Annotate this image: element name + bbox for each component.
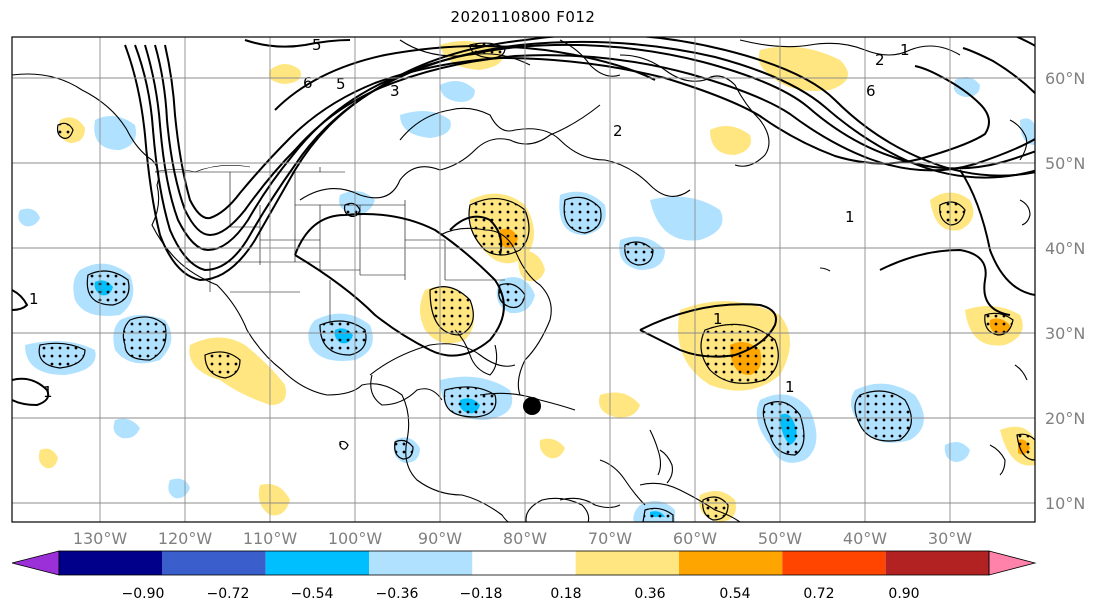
colorbar-tick-label: 0.72 <box>803 586 834 602</box>
negative-anomaly-patch <box>440 81 475 102</box>
storm-position-marker <box>523 397 541 415</box>
lon-label: 80°W <box>503 529 547 548</box>
colorbar-segment <box>885 551 989 575</box>
lat-label: 60°N <box>1045 69 1085 88</box>
colorbar-extend-min <box>11 550 60 576</box>
colorbar-tick-label: −0.36 <box>376 586 419 602</box>
contours <box>12 37 1035 407</box>
negative-anomaly-patch <box>944 441 970 462</box>
positive-anomaly-patch <box>539 438 565 459</box>
colorbar-segment <box>162 551 266 575</box>
contour-label: 1 <box>900 41 910 59</box>
colorbar <box>11 550 1037 576</box>
lon-label: 130°W <box>73 529 128 548</box>
colorbar-segment <box>369 551 473 575</box>
plot-title: 2020110800 F012 <box>450 8 596 26</box>
colorbar-tick-labels: −0.90 −0.72 −0.54 −0.36 −0.18 0.18 0.36 … <box>122 586 920 602</box>
lat-label: 20°N <box>1045 409 1085 428</box>
contour-labels: 5 6 5 3 2 1 1 1 2 6 1 1 1 <box>29 36 910 401</box>
contour-label: 6 <box>866 82 876 100</box>
positive-anomaly-patch <box>38 448 58 469</box>
positive-anomaly-patch <box>269 64 301 84</box>
contour-label: 2 <box>613 122 623 140</box>
positive-anomaly-patch <box>599 392 640 418</box>
lat-label: 50°N <box>1045 154 1085 173</box>
lat-label: 40°N <box>1045 239 1085 258</box>
colorbar-segment <box>679 551 783 575</box>
contour-label: 1 <box>43 383 53 401</box>
longitude-labels: 130°W 120°W 110°W 100°W 90°W 80°W 70°W 6… <box>73 529 972 548</box>
lon-label: 30°W <box>928 529 972 548</box>
colorbar-tick-label: 0.18 <box>550 586 581 602</box>
latitude-labels: 60°N 50°N 40°N 30°N 20°N 10°N <box>1045 69 1085 513</box>
contour-label: 5 <box>312 36 322 54</box>
lon-label: 50°W <box>758 529 802 548</box>
contour-label: 6 <box>303 74 313 92</box>
contour-label: 5 <box>336 75 346 93</box>
positive-anomaly-patch <box>710 126 751 155</box>
lon-label: 120°W <box>158 529 213 548</box>
negative-anomaly-patch <box>650 196 723 241</box>
plot-area <box>12 37 1035 522</box>
colorbar-segment <box>575 551 679 575</box>
negative-anomaly-patch <box>18 208 40 227</box>
colorbar-tick-label: −0.90 <box>122 586 165 602</box>
plot-frame <box>11 36 1036 523</box>
lat-label: 10°N <box>1045 494 1085 513</box>
negative-anomaly-patch <box>953 76 980 97</box>
colorbar-extend-max <box>988 550 1037 576</box>
negative-anomaly-patch <box>113 418 140 439</box>
colorbar-segment <box>265 551 369 575</box>
colorbar-tick-label: 0.90 <box>888 586 919 602</box>
colorbar-segment <box>59 551 163 575</box>
lon-label: 90°W <box>418 529 462 548</box>
contour-label: 1 <box>29 290 39 308</box>
colorbar-tick-label: −0.54 <box>291 586 334 602</box>
contour-label: 1 <box>785 378 795 396</box>
negative-anomaly-patch <box>94 116 136 150</box>
lon-label: 60°W <box>673 529 717 548</box>
state-borders <box>154 165 505 325</box>
negative-anomaly-patch <box>1020 118 1035 145</box>
lon-label: 40°W <box>843 529 887 548</box>
colorbar-tick-label: −0.72 <box>207 586 250 602</box>
positive-anomaly-patch <box>258 484 290 516</box>
lon-label: 100°W <box>328 529 383 548</box>
contour-label: 3 <box>390 82 400 100</box>
colorbar-segment <box>472 551 576 575</box>
lat-label: 30°N <box>1045 324 1085 343</box>
colorbar-segment <box>782 551 886 575</box>
contour-label: 1 <box>713 310 723 328</box>
lon-label: 110°W <box>243 529 298 548</box>
negative-anomaly-patch <box>400 111 451 138</box>
colorbar-tick-label: 0.54 <box>719 586 750 602</box>
gridlines <box>12 37 1035 522</box>
contour-label: 1 <box>845 208 855 226</box>
colorbar-frame <box>58 550 990 576</box>
contour-label: 2 <box>875 51 885 69</box>
lon-label: 70°W <box>588 529 632 548</box>
colorbar-tick-label: 0.36 <box>634 586 665 602</box>
anomaly-shading <box>18 41 1035 522</box>
colorbar-tick-label: −0.18 <box>460 586 503 602</box>
